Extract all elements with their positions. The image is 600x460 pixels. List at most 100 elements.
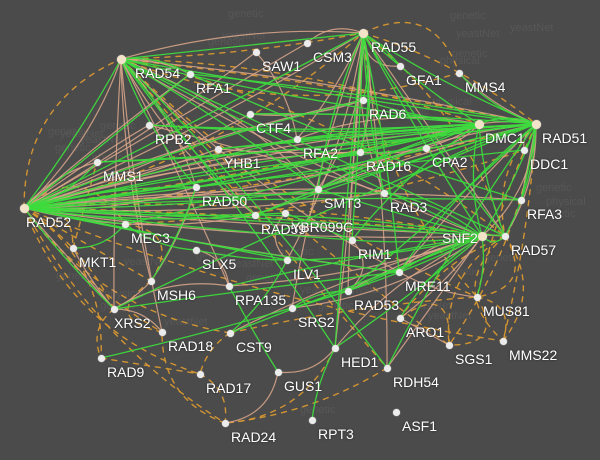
node-msh6[interactable] xyxy=(147,277,155,285)
node-label-smt3: SMT3 xyxy=(324,195,362,211)
edge-genetic xyxy=(476,235,516,298)
edge-genetic xyxy=(224,347,336,424)
node-aro1[interactable] xyxy=(396,314,404,322)
node-mus81[interactable] xyxy=(473,293,481,301)
node-mms1[interactable] xyxy=(93,158,101,166)
node-rad50[interactable] xyxy=(192,183,200,191)
node-snf2[interactable] xyxy=(477,231,487,241)
edge-genetic xyxy=(448,123,537,346)
edge-physical xyxy=(120,58,152,282)
node-rad6[interactable] xyxy=(359,96,367,104)
node-asf1[interactable] xyxy=(392,408,400,416)
node-mre11[interactable] xyxy=(395,268,403,276)
node-rpa135[interactable] xyxy=(225,282,233,290)
edge-yeastnet xyxy=(347,123,537,292)
edge-yeastnet xyxy=(23,207,353,241)
edge-genetic xyxy=(120,32,364,60)
node-rad51[interactable] xyxy=(531,119,541,129)
node-rim1[interactable] xyxy=(348,236,356,244)
node-label-rfa1: RFA1 xyxy=(196,80,232,96)
watermark-label: genetic xyxy=(540,208,576,220)
node-cpa2[interactable] xyxy=(422,144,430,152)
edge-physical xyxy=(72,247,115,310)
edge-yeastnet xyxy=(383,192,483,237)
edge-yeastnet xyxy=(23,207,506,237)
edge-yeastnet xyxy=(120,58,483,237)
node-rad16[interactable] xyxy=(356,148,364,156)
node-rdh54[interactable] xyxy=(383,364,391,372)
edge-yeastnet xyxy=(334,235,483,349)
node-gus1[interactable] xyxy=(274,368,282,376)
node-rfa2[interactable] xyxy=(293,135,301,143)
node-label-mec3: MEC3 xyxy=(131,230,170,246)
node-rad54[interactable] xyxy=(116,54,126,64)
node-hed1[interactable] xyxy=(331,344,339,352)
watermark-label: yeastNet xyxy=(60,128,104,140)
node-ybr099c[interactable] xyxy=(281,209,289,217)
node-rad18[interactable] xyxy=(158,328,166,336)
edge-yeastnet xyxy=(286,235,483,261)
edge-physical xyxy=(398,271,478,298)
node-rad17[interactable] xyxy=(196,370,204,378)
node-rad53[interactable] xyxy=(344,287,352,295)
node-mkt1[interactable] xyxy=(69,244,77,252)
node-mms22[interactable] xyxy=(499,337,507,345)
node-rfa1[interactable] xyxy=(186,70,194,78)
edge-genetic xyxy=(127,280,163,333)
node-label-asf1: ASF1 xyxy=(402,418,438,434)
node-label-rim1: RIM1 xyxy=(358,246,392,262)
edge-physical xyxy=(120,58,483,237)
node-rad59[interactable] xyxy=(251,211,259,219)
node-yhb1[interactable] xyxy=(214,145,222,153)
edge-yeastnet xyxy=(23,138,298,209)
node-rad9[interactable] xyxy=(97,354,105,362)
edge-yeastnet xyxy=(72,223,126,249)
node-saw1[interactable] xyxy=(252,48,260,56)
node-ddc1[interactable] xyxy=(520,146,528,154)
node-rad57[interactable] xyxy=(501,232,509,240)
node-label-rad9: RAD9 xyxy=(107,364,145,380)
node-srs2[interactable] xyxy=(288,304,296,312)
edge-yeastnet xyxy=(383,123,537,194)
node-csm3[interactable] xyxy=(303,39,311,47)
node-rad55[interactable] xyxy=(358,28,368,38)
node-label-ddc1: DDC1 xyxy=(530,156,569,172)
node-rpb2[interactable] xyxy=(145,121,153,129)
edge-yeastnet xyxy=(351,123,480,241)
edge-yeastnet xyxy=(120,58,336,349)
node-ctf4[interactable] xyxy=(246,110,254,118)
node-mms4[interactable] xyxy=(455,69,463,77)
node-cst9[interactable] xyxy=(226,329,234,337)
edge-yeastnet xyxy=(317,32,364,190)
edge-physical xyxy=(398,123,537,273)
node-gfa1[interactable] xyxy=(396,62,404,70)
node-label-mms22: MMS22 xyxy=(509,347,558,363)
edge-yeastnet xyxy=(478,123,506,237)
node-sgs1[interactable] xyxy=(445,341,453,349)
node-dmc1[interactable] xyxy=(474,119,484,129)
node-smt3[interactable] xyxy=(314,185,322,193)
node-mec3[interactable] xyxy=(121,220,129,228)
edge-genetic xyxy=(23,207,115,310)
node-rfa3[interactable] xyxy=(517,196,525,204)
node-ilv1[interactable] xyxy=(283,256,291,264)
node-rad3[interactable] xyxy=(380,189,388,197)
node-xrs2[interactable] xyxy=(110,305,118,313)
watermark-label: genetic xyxy=(484,252,520,264)
edge-genetic xyxy=(100,357,201,375)
edge-genetic xyxy=(474,235,506,342)
node-slx5[interactable] xyxy=(192,246,200,254)
edge-yeastnet xyxy=(311,347,336,421)
node-rpt3[interactable] xyxy=(308,416,316,424)
node-rad52[interactable] xyxy=(19,203,29,213)
edge-yeastnet xyxy=(217,123,480,150)
node-label-rad59: RAD59 xyxy=(261,221,307,237)
edge-physical xyxy=(277,347,336,374)
watermark-label: yeastNet xyxy=(510,22,554,34)
node-rad24[interactable] xyxy=(221,419,229,427)
edge-yeastnet xyxy=(362,32,506,237)
watermark-label: genetic xyxy=(228,8,264,20)
edge-yeastnet xyxy=(476,235,485,298)
